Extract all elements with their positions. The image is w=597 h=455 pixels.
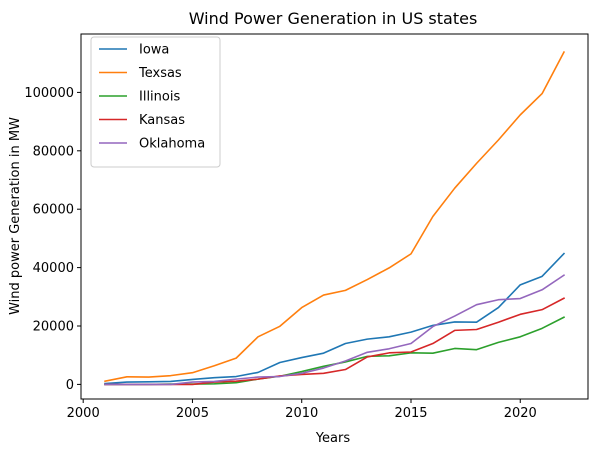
y-tick-label: 100000	[24, 86, 74, 101]
x-tick-label: 2005	[176, 406, 209, 421]
y-tick-label: 60000	[33, 203, 74, 218]
legend-label: Iowa	[139, 43, 169, 58]
plot-lines	[104, 51, 566, 386]
y-axis-label: Wind power Generation in MW	[8, 117, 23, 315]
x-tick-label: 2020	[504, 406, 537, 421]
y-axis-ticks: 0 20000 40000 60000 80000 100000	[24, 86, 81, 393]
series-line-texsas	[104, 51, 566, 383]
legend-label: Illinois	[139, 90, 180, 105]
x-tick-label: 2015	[394, 406, 427, 421]
chart-title: Wind Power Generation in US states	[189, 9, 478, 28]
legend-label: Oklahoma	[139, 137, 205, 152]
y-tick-label: 20000	[33, 320, 74, 335]
x-tick-label: 2010	[285, 406, 318, 421]
legend: Iowa Texsas Illinois Kansas Oklahoma	[90, 36, 221, 168]
legend-box	[90, 36, 221, 168]
series-line-kansas	[104, 297, 566, 386]
y-tick-label: 0	[66, 378, 74, 393]
legend-label: Kansas	[139, 113, 185, 128]
y-tick-label: 40000	[33, 261, 74, 276]
series-line-iowa	[104, 252, 566, 385]
x-axis-label: Years	[315, 431, 351, 446]
x-tick-label: 2000	[67, 406, 100, 421]
y-tick-label: 80000	[33, 144, 74, 159]
plot-frame	[80, 33, 589, 400]
series-line-oklahoma	[104, 274, 566, 386]
x-axis-ticks: 2000 2005 2010 2015 2020	[67, 399, 537, 421]
legend-label: Texsas	[138, 66, 182, 81]
